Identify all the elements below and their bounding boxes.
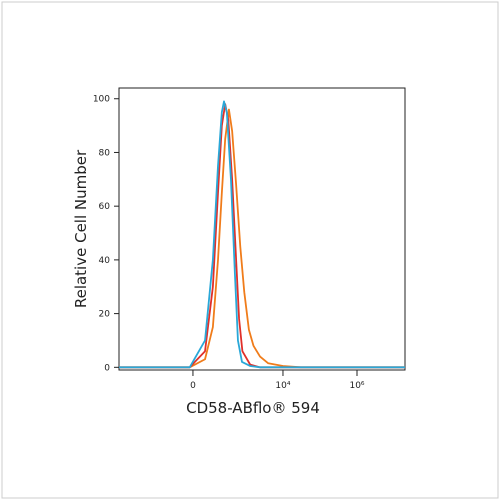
series-line <box>119 100 405 369</box>
y-tick-label: 20 <box>99 310 111 320</box>
y-tick-label: 100 <box>93 95 110 105</box>
y-axis-label: Relative Cell Number <box>72 149 90 308</box>
x-tick-label: 10⁶ <box>349 381 364 391</box>
x-axis-label: CD58-ABflo® 594 <box>186 399 320 417</box>
y-tick-label: 60 <box>99 202 111 212</box>
series-line <box>119 108 405 369</box>
y-tick-label: 0 <box>104 363 110 373</box>
x-tick-label: 10⁴ <box>275 381 290 391</box>
y-tick-label: 40 <box>99 256 111 266</box>
series-line <box>119 103 405 369</box>
plot-area <box>118 87 406 371</box>
x-tick-label: 0 <box>190 381 196 391</box>
y-tick-label: 80 <box>99 148 111 158</box>
